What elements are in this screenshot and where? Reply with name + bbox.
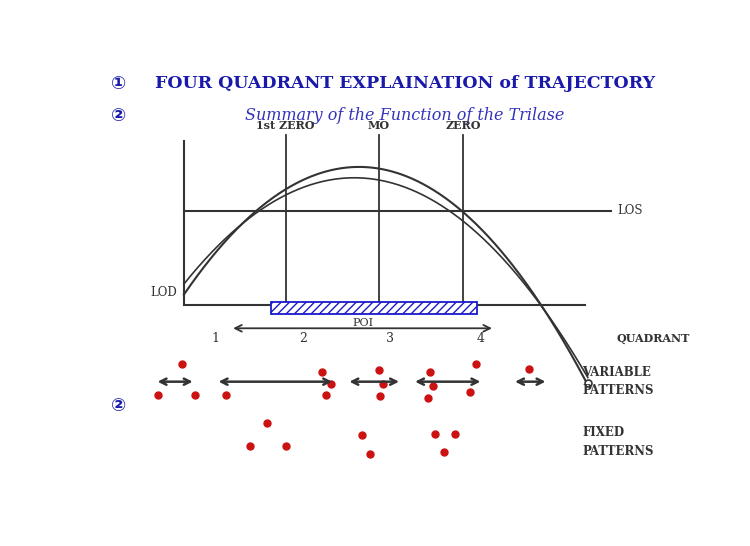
Text: ②: ② <box>110 107 126 125</box>
Text: PATTERNS: PATTERNS <box>582 384 653 397</box>
Text: ②: ② <box>110 397 126 415</box>
Text: MO: MO <box>368 120 390 130</box>
Text: FOUR QUADRANT EXPLAINATION of TRAJECTORY: FOUR QUADRANT EXPLAINATION of TRAJECTORY <box>154 75 655 92</box>
Text: 4: 4 <box>476 333 484 345</box>
Text: ①: ① <box>110 75 126 93</box>
Text: 1: 1 <box>211 333 220 345</box>
Text: ZERO: ZERO <box>445 120 481 130</box>
Text: LOD: LOD <box>150 286 177 299</box>
Text: VARIABLE: VARIABLE <box>582 366 651 379</box>
Bar <box>271 302 477 314</box>
Text: PATTERNS: PATTERNS <box>582 444 653 458</box>
Text: QUADRANT: QUADRANT <box>616 333 690 345</box>
Text: FIXED: FIXED <box>582 426 624 439</box>
Text: Summary of the Function of the Trilase: Summary of the Function of the Trilase <box>245 108 565 124</box>
Text: 1st ZERO: 1st ZERO <box>256 120 315 130</box>
Text: 3: 3 <box>386 333 394 345</box>
Text: 2: 2 <box>299 333 307 345</box>
Text: LOS: LOS <box>616 204 642 217</box>
Text: POI: POI <box>352 318 374 328</box>
